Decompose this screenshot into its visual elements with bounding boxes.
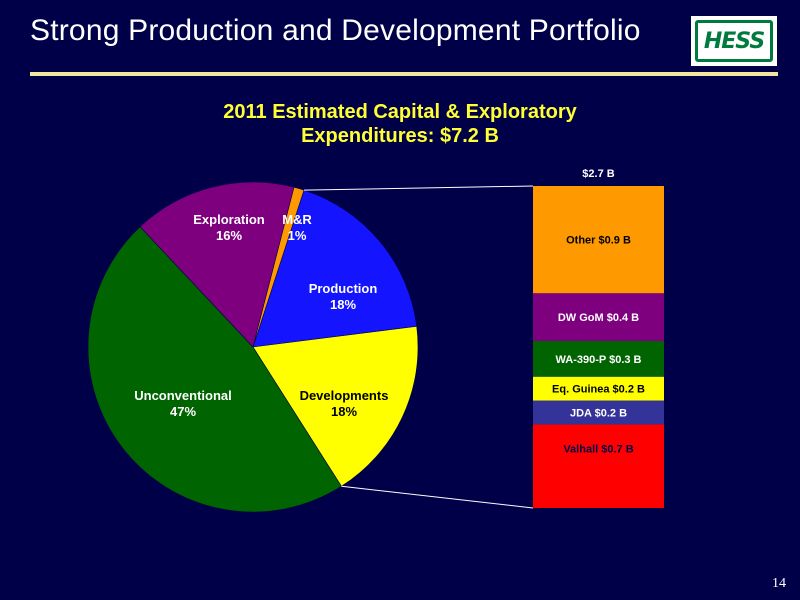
hess-logo: HESS — [691, 16, 777, 66]
pie-label-production: Production — [309, 281, 378, 296]
pie-value-production: 18% — [330, 297, 356, 312]
pie-value-developments: 18% — [331, 404, 357, 419]
pie-slice-m-r — [252, 186, 305, 348]
bar-label-valhall: Valhall $0.7 B — [563, 444, 633, 456]
bar-label-eq-guinea: Eq. Guinea $0.2 B — [552, 384, 645, 396]
chart-title-line-1: 2011 Estimated Capital & Exploratory — [223, 101, 577, 123]
bar-segment-wa-390-p — [533, 341, 664, 377]
pie-slice-exploration — [139, 181, 295, 348]
logo-frame: HESS — [695, 20, 773, 62]
bar-label-dw-gom: DW GoM $0.4 B — [558, 312, 639, 324]
bar-segment-jda — [533, 400, 664, 425]
pie-value-m-r: 1% — [288, 228, 307, 243]
bar-label-jda: JDA $0.2 B — [570, 408, 627, 420]
connector-bottom — [341, 485, 534, 509]
pie-label-exploration: Exploration — [193, 212, 265, 227]
title-divider — [30, 72, 778, 76]
bar-segment-dw-gom — [533, 293, 664, 342]
pie-label-developments: Developments — [300, 388, 389, 403]
logo-text: HESS — [703, 28, 765, 54]
bar-segment-valhall — [533, 424, 664, 508]
bar-segment-eq-guinea — [533, 376, 664, 401]
pie-value-exploration: 16% — [216, 228, 242, 243]
pie-slice-unconventional — [87, 226, 342, 513]
pie-value-unconventional: 47% — [170, 404, 196, 419]
bar-label-wa-390-p: WA-390-P $0.3 B — [555, 354, 641, 366]
bar-label-other: Other $0.9 B — [566, 235, 631, 247]
bar-total-label: $2.7 B — [582, 168, 614, 180]
pie-label-m-r: M&R — [282, 212, 312, 227]
chart-title-line-2: Expenditures: $7.2 B — [301, 125, 499, 147]
connector-top — [303, 185, 534, 191]
pie-slice-production — [252, 189, 418, 348]
chart-title: 2011 Estimated Capital & Exploratory Exp… — [0, 100, 800, 148]
slide-title: Strong Production and Development Portfo… — [30, 14, 641, 47]
page-number: 14 — [772, 576, 786, 591]
bar-segment-other — [533, 186, 664, 294]
pie-label-unconventional: Unconventional — [134, 388, 232, 403]
pie-slice-developments — [252, 325, 419, 487]
